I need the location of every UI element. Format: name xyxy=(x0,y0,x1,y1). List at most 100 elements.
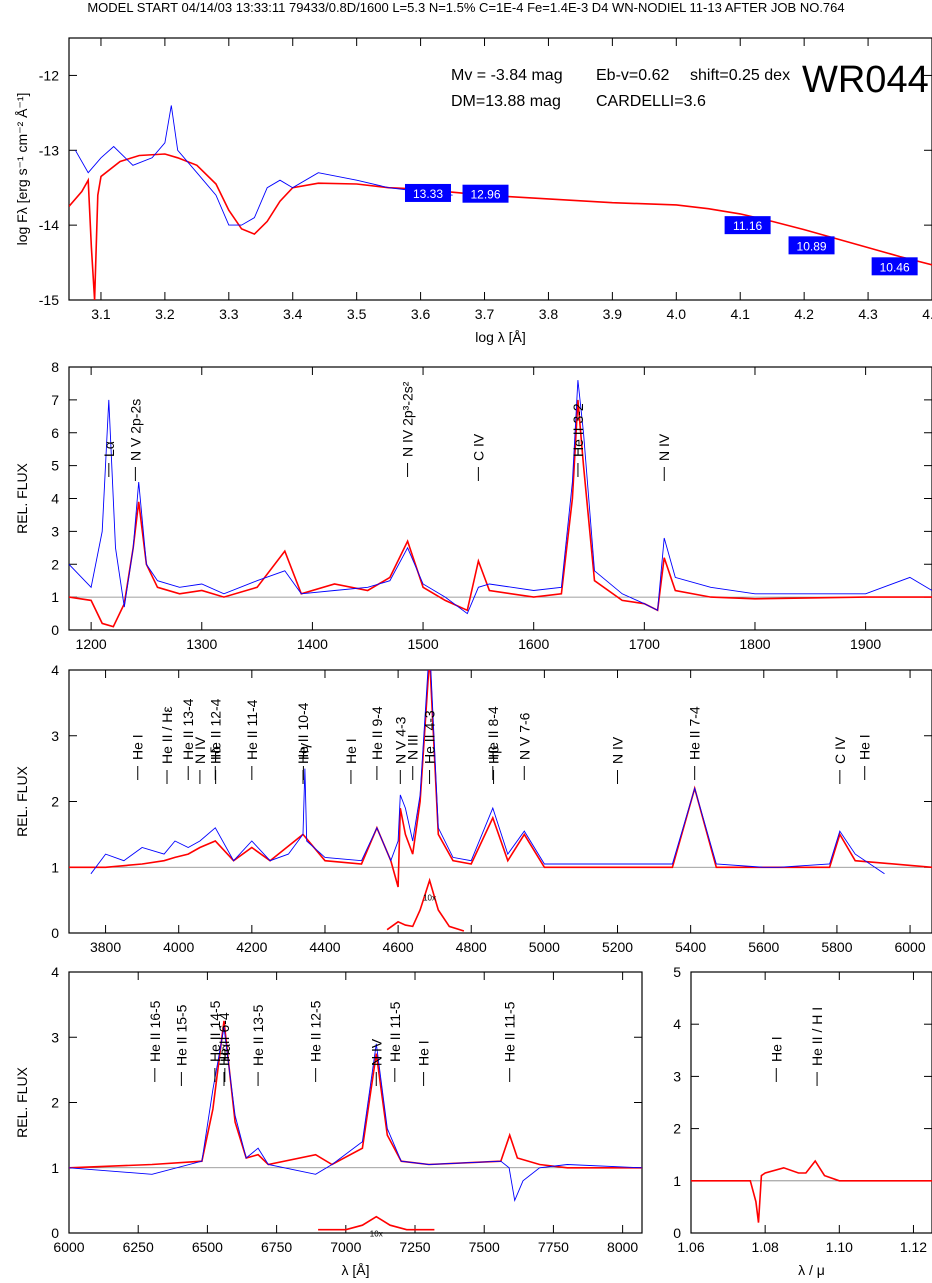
y-tick-label: 2 xyxy=(51,794,59,810)
y-tick-label: 2 xyxy=(51,556,59,572)
x-tick-label: 1500 xyxy=(407,636,438,652)
series-observed xyxy=(75,105,453,226)
x-tick-label: 4400 xyxy=(309,939,340,955)
line-id-label: He II 14-5 xyxy=(207,1000,223,1062)
series-observed xyxy=(69,1027,642,1202)
x-tick-label: 1.10 xyxy=(826,1239,853,1255)
y-tick-label: 1 xyxy=(51,1160,59,1176)
panel-ir: 1.06 1.08 1.10 1.12 0 1 2 3 4 5 λ / μ He I He II / H… xyxy=(673,964,932,1278)
x-tick-label: 3.6 xyxy=(411,306,431,322)
x-tick-label: 4000 xyxy=(163,939,194,955)
x-axis-label: log λ [Å] xyxy=(475,329,526,345)
x-tick-label: 3.5 xyxy=(347,306,367,322)
line-id-label: N V 7-6 xyxy=(516,712,532,760)
line-id-label: Hγ xyxy=(295,743,311,760)
line-id-label: He II 6-4 xyxy=(216,1012,232,1066)
line-id-label: Hβ xyxy=(486,746,502,764)
x-tick-label: 5400 xyxy=(675,939,706,955)
x-tick-label: 1.08 xyxy=(752,1239,779,1255)
dm-annotation: DM=13.88 mag xyxy=(451,93,561,110)
line-id-label: He I xyxy=(416,1040,432,1066)
x-tick-label: 4800 xyxy=(456,939,487,955)
line-id-label: Hα xyxy=(217,1044,233,1062)
line-id-label: He II 16-5 xyxy=(147,1000,163,1062)
y-tick-label: 2 xyxy=(673,1121,681,1137)
x-tick-label: 6000 xyxy=(53,1239,84,1255)
x-tick-label: 3.3 xyxy=(219,306,239,322)
x-tick-label: 4600 xyxy=(383,939,414,955)
y-axis-label: log Fλ [erg s⁻¹ cm⁻² Å⁻¹] xyxy=(14,93,30,246)
y-tick-label: -13 xyxy=(39,142,59,158)
series-observed xyxy=(90,670,885,875)
series-model xyxy=(69,670,932,888)
series-model_inset xyxy=(318,1215,435,1231)
y-tick-label: 1 xyxy=(673,1173,681,1189)
photometry-box xyxy=(724,216,771,235)
y-tick-label: 5 xyxy=(51,458,59,474)
line-id-label: He II 10-4 xyxy=(295,702,311,764)
line-id-label: He II 3-2 xyxy=(570,403,586,457)
series-group xyxy=(69,670,932,932)
line-id-label: He II 8-4 xyxy=(485,706,501,760)
panel-uv: 1200 1300 1400 1500 1600 1700 1800 1900 0 1 2 3 4 5 6 7… xyxy=(14,359,932,652)
line-id-label: N IV xyxy=(656,433,672,461)
x-tick-label: 6500 xyxy=(192,1239,223,1255)
y-tick-label: 6 xyxy=(51,425,59,441)
line-id-label: He I xyxy=(343,738,359,764)
line-id-label: N V 4-3 xyxy=(392,716,408,764)
x-tick-label: 1600 xyxy=(518,636,549,652)
x-tick-label: 3.1 xyxy=(91,306,111,322)
x-tick-label: 1900 xyxy=(850,636,881,652)
ebv-annotation: Eb-v=0.62 xyxy=(596,67,669,84)
series-group xyxy=(69,380,932,628)
line-id-label: He II 4-3 xyxy=(422,710,438,764)
y-tick-label: -14 xyxy=(39,217,59,233)
y-tick-label: 1 xyxy=(51,859,59,875)
photometry-label: 11.16 xyxy=(733,219,762,233)
x-tick-label: 7250 xyxy=(399,1239,430,1255)
x-tick-label: 1400 xyxy=(297,636,328,652)
x-tick-label: 6250 xyxy=(123,1239,154,1255)
x-tick-label: 5000 xyxy=(529,939,560,955)
line-id-label: N V 2p-2s xyxy=(127,399,143,461)
line-id-label: He II 13-5 xyxy=(250,1004,266,1066)
x-tick-label: 4.1 xyxy=(730,306,750,322)
line-id-label: N IV xyxy=(368,1038,384,1066)
x-tick-label: 8000 xyxy=(607,1239,638,1255)
line-id-label: N IV xyxy=(192,736,208,764)
line-id-label: C IV xyxy=(470,433,486,461)
x-tick-label: 3.7 xyxy=(475,306,495,322)
line-id-label: N III xyxy=(405,734,421,760)
line-id-label: He II 12-4 xyxy=(207,698,223,760)
x-tick-label: 4.4 xyxy=(922,306,932,322)
line-id-label: He II 11-4 xyxy=(244,699,260,760)
y-tick-label: 0 xyxy=(51,925,59,941)
y-tick-label: -12 xyxy=(39,67,59,83)
y-tick-label: 0 xyxy=(51,622,59,638)
shift-annotation: shift=0.25 dex xyxy=(690,67,790,84)
y-tick-label: 0 xyxy=(673,1225,681,1241)
x-axis-label: λ [Å] xyxy=(341,1262,369,1278)
line-id-label: C IV xyxy=(832,736,848,764)
line-id-label: He II / H I xyxy=(809,1007,825,1066)
x-tick-label: 3.8 xyxy=(539,306,559,322)
x-tick-label: 3800 xyxy=(90,939,121,955)
series-model_inset xyxy=(386,877,465,932)
plot-frame xyxy=(690,971,932,1234)
y-tick-label: 3 xyxy=(673,1068,681,1084)
photometry-box xyxy=(404,183,451,202)
x-tick-label: 4.0 xyxy=(667,306,687,322)
line-id-label: He II 13-4 xyxy=(180,698,196,760)
panel-sed: 3.1 3.2 3.3 3.4 3.5 3.6 3.7 3.8 3.9 4.0 4.1 4.2 4.3 4… xyxy=(14,37,932,345)
photometry-box xyxy=(462,184,509,203)
x-tick-label: 3.4 xyxy=(283,306,303,322)
photometry-label: 10.89 xyxy=(797,239,827,253)
x-tick-label: 7000 xyxy=(330,1239,361,1255)
x-tick-label: 7500 xyxy=(469,1239,500,1255)
photometry-box xyxy=(871,257,918,276)
x-tick-label: 6000 xyxy=(894,939,925,955)
y-tick-label: 7 xyxy=(51,392,59,408)
line-id-label: He I xyxy=(130,734,146,760)
x-tick-label: 7750 xyxy=(538,1239,569,1255)
series-model xyxy=(69,1020,642,1169)
